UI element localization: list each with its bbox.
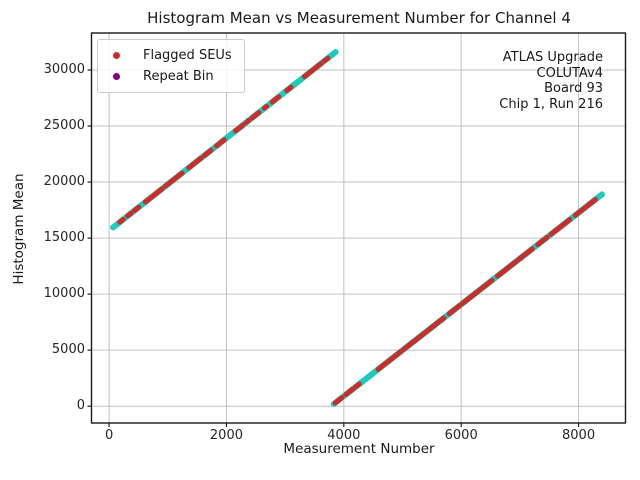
flagged-seu-marks — [311, 60, 324, 72]
flagged-seu-marks — [548, 224, 563, 237]
flagged-seu-marks — [152, 186, 165, 197]
legend-label: Flagged SEUs — [143, 48, 232, 63]
flagged-seu-marks — [244, 117, 252, 125]
chart-title: Histogram Mean vs Measurement Number for… — [147, 9, 571, 27]
flagged-seu-marks — [201, 147, 214, 159]
flagged-seu-marks — [232, 122, 246, 134]
flagged-seu-marks — [446, 302, 463, 317]
flagged-seu-marks — [332, 395, 345, 406]
legend-label: Repeat Bin — [143, 69, 214, 84]
flagged-seu-marks — [117, 217, 126, 225]
y-tick-label: 25000 — [43, 118, 85, 134]
flagged-seu-marks — [131, 204, 142, 214]
x-tick-label: 6000 — [444, 428, 478, 443]
flagged-seu-marks — [460, 290, 479, 306]
flagged-seu-marks — [186, 155, 204, 171]
annotation-line: Board 93 — [544, 81, 603, 96]
annotation-text: ATLAS Upgrade COLUTAv4 Board 93 Chip 1, … — [499, 50, 603, 112]
x-tick-label: 2000 — [209, 428, 243, 443]
flagged-seu-marks — [162, 177, 176, 189]
annotation-line: COLUTAv4 — [536, 65, 603, 81]
flagged-seu-marks — [261, 103, 270, 111]
annotation-line: ATLAS Upgrade — [502, 50, 603, 65]
y-tick-label: 20000 — [43, 174, 85, 190]
y-tick-label: 5000 — [51, 342, 85, 358]
flagged-seu-marks — [423, 315, 447, 335]
flagged-seu-marks — [352, 381, 362, 390]
flagged-seu-marks — [535, 234, 550, 248]
flagged-seu-marks — [375, 349, 404, 372]
flagged-seu-marks — [572, 204, 589, 218]
legend-item-flagged-seus: Flagged SEUs — [98, 45, 244, 66]
flagged-seu-marks — [321, 55, 331, 64]
legend-item-repeat-bin: Repeat Bin — [98, 66, 244, 87]
flagged-seu-marks — [559, 217, 573, 229]
flagged-seu-marks — [214, 137, 227, 149]
flagged-seu-marks — [584, 197, 598, 209]
flagged-seus-marker-icon — [113, 52, 120, 59]
flagged-seu-marks — [401, 330, 428, 352]
flagged-seu-marks — [494, 258, 519, 279]
flagged-seu-marks — [474, 277, 495, 295]
flagged-seu-marks — [142, 192, 157, 205]
x-tick-label: 8000 — [562, 428, 596, 443]
y-tick-label: 30000 — [43, 61, 85, 77]
y-tick-label: 15000 — [43, 230, 85, 246]
y-tick-label: 10000 — [43, 286, 85, 302]
flagged-seu-marks — [249, 110, 262, 121]
flagged-seu-marks — [516, 246, 535, 262]
x-axis-label: Measurement Number — [283, 441, 435, 457]
flagged-seu-marks — [171, 170, 185, 182]
flagged-seu-marks — [125, 210, 134, 219]
flagged-seu-marks — [343, 386, 356, 398]
repeat-bin-marker-icon — [113, 73, 120, 80]
x-tick-label: 4000 — [327, 428, 361, 443]
flagged-seu-marks — [284, 84, 294, 94]
annotation-line: Chip 1, Run 216 — [499, 96, 603, 112]
x-tick-label: 0 — [104, 428, 114, 443]
flagged-seu-marks — [301, 67, 315, 80]
flagged-seu-marks — [269, 94, 282, 105]
axes-spines — [90, 32, 627, 424]
y-tick-label: 0 — [76, 398, 85, 414]
legend-box: Flagged SEUs Repeat Bin — [97, 39, 245, 93]
